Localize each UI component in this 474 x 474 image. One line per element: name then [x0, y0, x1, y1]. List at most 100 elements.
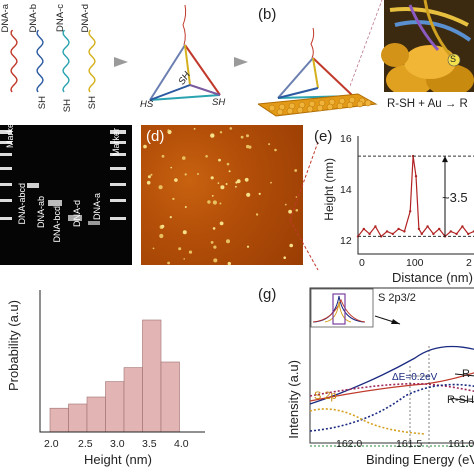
e-ytick-14: 14 — [340, 184, 352, 196]
afm-particle — [227, 261, 231, 265]
afm-particle — [295, 209, 299, 212]
e-data-point — [420, 232, 423, 236]
afm-particle — [207, 200, 211, 204]
g-label-r: R — [462, 368, 470, 380]
f-histogram — [39, 290, 205, 433]
afm-particle — [236, 179, 241, 184]
f-bar — [160, 361, 180, 433]
afm-particle — [158, 185, 163, 190]
afm-particle — [244, 177, 249, 182]
e-data-point — [414, 175, 418, 178]
f-bar — [123, 367, 143, 433]
afm-particle — [295, 196, 298, 198]
afm-particle — [210, 133, 215, 138]
afm-particle — [169, 216, 172, 219]
g-label-rsh: R-SH — [447, 394, 474, 406]
afm-particle — [235, 185, 237, 188]
afm-particle — [246, 192, 251, 197]
e-xtick-0: 0 — [359, 257, 365, 269]
sulfur-atom-label: S — [450, 54, 457, 64]
e-data-point — [368, 232, 371, 236]
afm-particle — [159, 233, 164, 239]
g-label-s2p: S 2p — [314, 390, 337, 402]
afm-zoom-lines — [290, 141, 319, 271]
e-axes — [357, 136, 474, 255]
afm-particle — [178, 247, 182, 251]
afm-particle — [284, 203, 287, 206]
afm-particle — [246, 245, 250, 248]
e-xtick-200: 2 — [466, 257, 472, 269]
f-xlabel: Height (nm) — [84, 452, 152, 467]
e-data-point — [467, 232, 470, 236]
afm-particle — [288, 209, 292, 214]
panel-label-g: (g) — [258, 286, 277, 303]
gel-lane-marker-1: Marker — [5, 120, 15, 149]
gel-lane-ab: DNA-ab — [36, 196, 46, 229]
gel-image — [0, 125, 132, 265]
g-xtick-1620: 162.0 — [336, 438, 363, 450]
e-data-point — [362, 227, 365, 231]
afm-particle — [167, 261, 170, 265]
reaction-equation: R-SH + Au → R — [387, 98, 468, 110]
dna-strand — [36, 29, 44, 93]
f-xtick-35: 3.5 — [142, 438, 157, 450]
e-data-point — [397, 227, 400, 231]
afm-particle — [143, 144, 147, 149]
g-xtick-1610: 161.0 — [448, 438, 474, 450]
g-label-de: ΔE=0.2eV — [392, 372, 438, 383]
afm-particle — [268, 143, 271, 146]
afm-particle — [246, 144, 250, 149]
afm-particle — [219, 202, 222, 205]
f-xtick-25: 2.5 — [78, 438, 93, 450]
afm-image — [141, 125, 303, 265]
e-data-point — [409, 210, 412, 213]
dna-strand — [88, 29, 96, 93]
e-data-point — [461, 225, 464, 228]
e-xtick-100: 100 — [406, 257, 424, 269]
tetra-sh-2: SH — [212, 97, 226, 108]
f-axes — [39, 290, 205, 433]
panel-label-d: (d) — [146, 128, 165, 145]
e-data-point — [438, 227, 441, 231]
afm-particle — [170, 166, 172, 169]
zoom-inset — [350, 0, 474, 92]
afm-particle — [147, 175, 151, 179]
afm-particle — [188, 250, 193, 254]
e-ytick-12: 12 — [340, 235, 352, 247]
f-ylabel: Probability (a.u) — [6, 300, 21, 392]
f-xtick-20: 2.0 — [44, 438, 59, 450]
afm-particle — [219, 221, 224, 226]
afm-particle — [161, 224, 165, 228]
afm-particle — [182, 230, 187, 235]
afm-particle — [228, 170, 231, 173]
dna-strand — [62, 29, 70, 93]
e-data-point — [455, 232, 458, 236]
g-ylabel: Intensity (a.u) — [286, 360, 301, 439]
f-bar — [49, 407, 69, 433]
afm-particle — [255, 213, 259, 216]
afm-particle — [229, 127, 233, 130]
afm-particle — [210, 241, 214, 244]
afm-particle — [226, 239, 230, 244]
afm-particle — [246, 134, 249, 138]
f-bar — [86, 396, 106, 433]
afm-particle — [212, 200, 217, 205]
gel-lane-marker-2: Marker — [111, 128, 121, 157]
afm-particle — [205, 155, 208, 158]
afm-particle — [184, 206, 187, 208]
e-chart — [356, 136, 474, 255]
gel-lane-d: DNA-d — [72, 200, 82, 228]
afm-particle — [146, 180, 151, 185]
afm-particle — [218, 158, 221, 162]
panel-a-strands — [10, 29, 96, 93]
e-data-point — [432, 232, 435, 236]
afm-particle — [212, 227, 216, 230]
e-data-point — [380, 235, 383, 238]
e-xlabel: Distance (nm) — [392, 270, 473, 285]
afm-particle — [289, 243, 293, 248]
strand-label-c: DNA-c — [55, 4, 66, 32]
strand-label-b: DNA-b — [28, 4, 39, 33]
e-annotation: ~3.5 — [442, 190, 468, 205]
panel-label-b: (b) — [258, 6, 277, 23]
e-data-point — [417, 227, 421, 231]
